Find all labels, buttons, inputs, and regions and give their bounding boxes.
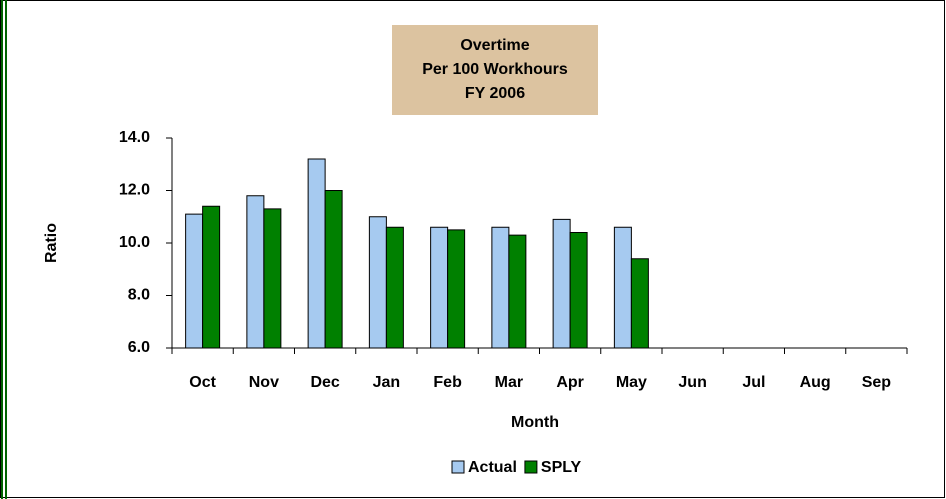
title-box [392, 25, 598, 115]
chart-title: Per 100 Workhours [422, 61, 568, 78]
x-tick-label: Mar [495, 374, 523, 391]
bar [307, 158, 326, 349]
x-tick-label: Oct [189, 374, 216, 391]
bar [263, 208, 282, 349]
legend-label: SPLY [541, 459, 582, 476]
x-tick-label: Apr [556, 374, 584, 391]
bar [552, 218, 571, 349]
bar [569, 232, 588, 349]
y-axis-label: Ratio [43, 223, 60, 263]
bar [385, 226, 404, 349]
bar [202, 205, 221, 349]
bar [430, 226, 449, 349]
x-tick-label: May [616, 374, 647, 391]
bar [508, 234, 527, 349]
x-tick-label: Jun [678, 374, 706, 391]
legend-swatch [451, 460, 465, 474]
bar [613, 226, 632, 349]
y-tick-label: 14.0 [119, 129, 150, 146]
y-tick-label: 10.0 [119, 234, 150, 251]
chart-title: Overtime [460, 37, 529, 54]
x-tick-label: Dec [310, 374, 339, 391]
x-tick-label: Jan [373, 374, 401, 391]
bar [368, 216, 387, 349]
y-tick-label: 12.0 [119, 182, 150, 199]
chart-title: FY 2006 [465, 85, 525, 102]
x-tick-label: Nov [249, 374, 279, 391]
legend-swatch [524, 460, 538, 474]
x-tick-label: Sep [862, 374, 892, 391]
bar [491, 226, 510, 349]
y-tick-label: 8.0 [128, 287, 150, 304]
x-axis-label: Month [511, 414, 559, 431]
x-tick-label: Feb [433, 374, 462, 391]
x-tick-label: Jul [742, 374, 765, 391]
legend-label: Actual [468, 459, 517, 476]
x-tick-label: Aug [800, 374, 831, 391]
bar [324, 190, 343, 349]
bar [246, 195, 265, 349]
bar [447, 229, 466, 349]
bar [630, 258, 649, 349]
bar [185, 213, 204, 349]
y-tick-label: 6.0 [128, 339, 150, 356]
